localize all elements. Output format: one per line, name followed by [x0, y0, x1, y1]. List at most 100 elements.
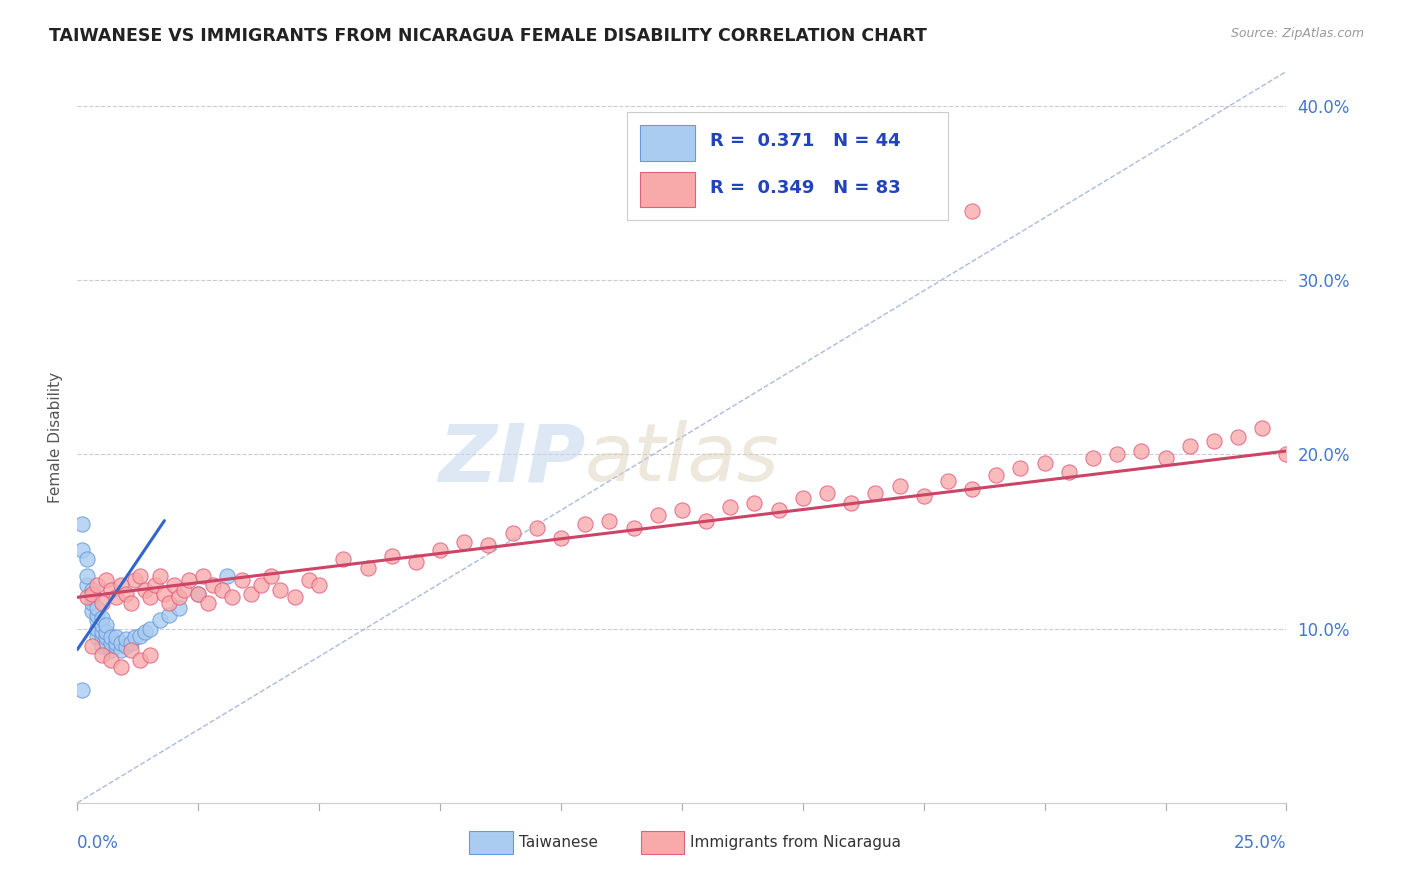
Point [129, 629, 152, 643]
Point [105, 635, 128, 649]
Point [90, 639, 112, 653]
Point [211, 583, 233, 598]
Point [815, 485, 838, 500]
Y-axis label: Female Disability: Female Disability [48, 371, 63, 503]
Point [231, 573, 253, 587]
FancyBboxPatch shape [641, 830, 685, 854]
Point [80, 591, 103, 605]
Point [120, 642, 142, 657]
Point [477, 538, 499, 552]
Point [429, 543, 451, 558]
Point [96, 625, 118, 640]
Point [80, 604, 103, 618]
Point [110, 642, 132, 657]
Point [381, 549, 404, 563]
Point [143, 578, 166, 592]
Point [1154, 450, 1177, 465]
Point [405, 556, 427, 570]
Point [912, 489, 935, 503]
Point [502, 525, 524, 540]
Point [134, 583, 156, 598]
Point [80, 595, 103, 609]
Point [70, 682, 93, 697]
Point [86, 607, 108, 622]
Point [148, 613, 170, 627]
Text: R =  0.371   N = 44: R = 0.371 N = 44 [710, 132, 900, 150]
Point [134, 625, 156, 640]
FancyBboxPatch shape [640, 171, 695, 207]
Point [623, 521, 645, 535]
Point [120, 595, 142, 609]
Point [70, 543, 93, 558]
Point [90, 648, 112, 662]
Point [173, 583, 195, 598]
Point [76, 569, 98, 583]
Point [960, 203, 983, 218]
Point [100, 631, 122, 645]
Point [1081, 450, 1104, 465]
Point [356, 560, 378, 574]
Point [100, 653, 122, 667]
Point [250, 578, 273, 592]
Point [90, 611, 112, 625]
Point [298, 573, 321, 587]
Point [76, 578, 98, 592]
Point [550, 531, 572, 545]
Point [1227, 430, 1250, 444]
Point [120, 635, 142, 649]
Point [1130, 444, 1153, 458]
Point [90, 631, 112, 645]
Point [986, 468, 1008, 483]
Text: Taiwanese: Taiwanese [519, 835, 598, 850]
Point [139, 648, 162, 662]
Point [526, 521, 548, 535]
Point [647, 508, 669, 523]
Point [86, 631, 108, 645]
Point [269, 583, 291, 598]
Point [1178, 439, 1201, 453]
Point [96, 631, 118, 645]
Point [240, 587, 263, 601]
Text: 25.0%: 25.0% [1234, 834, 1286, 852]
Point [1251, 421, 1274, 435]
Point [110, 660, 132, 674]
Point [574, 517, 596, 532]
Point [105, 591, 128, 605]
Point [80, 587, 103, 601]
Point [76, 591, 98, 605]
Point [598, 514, 620, 528]
Point [96, 635, 118, 649]
Point [865, 485, 887, 500]
Point [157, 607, 180, 622]
Point [100, 635, 122, 649]
Point [139, 622, 162, 636]
Point [157, 595, 180, 609]
Point [96, 573, 118, 587]
Point [70, 517, 93, 532]
Point [86, 600, 108, 615]
Point [792, 491, 814, 505]
Point [114, 639, 136, 653]
Point [221, 591, 243, 605]
Point [1275, 448, 1298, 462]
Point [124, 573, 146, 587]
Point [889, 479, 911, 493]
Point [671, 503, 693, 517]
FancyBboxPatch shape [470, 830, 513, 854]
Point [114, 587, 136, 601]
Point [260, 569, 283, 583]
Point [718, 500, 741, 514]
Point [86, 622, 108, 636]
Point [839, 496, 862, 510]
Point [167, 600, 190, 615]
Text: R =  0.349   N = 83: R = 0.349 N = 83 [710, 178, 900, 196]
Point [105, 639, 128, 653]
Point [936, 474, 959, 488]
Text: atlas: atlas [585, 420, 780, 498]
Point [129, 569, 152, 583]
Point [105, 631, 128, 645]
Point [110, 635, 132, 649]
Text: TAIWANESE VS IMMIGRANTS FROM NICARAGUA FEMALE DISABILITY CORRELATION CHART: TAIWANESE VS IMMIGRANTS FROM NICARAGUA F… [49, 27, 927, 45]
Point [177, 573, 200, 587]
Point [1033, 456, 1056, 470]
